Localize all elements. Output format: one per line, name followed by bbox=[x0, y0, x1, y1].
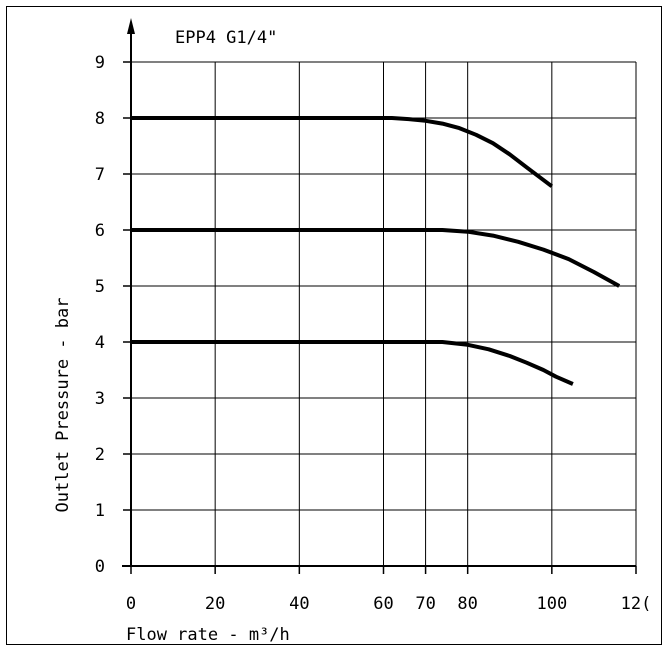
axes bbox=[122, 18, 636, 567]
y-tick-label: 8 bbox=[95, 109, 105, 129]
series-line-1 bbox=[131, 116, 554, 188]
chart-title: EPP4 G1/4" bbox=[175, 28, 277, 48]
y-tick-label: 5 bbox=[95, 277, 105, 297]
y-tick-label: 1 bbox=[95, 501, 105, 521]
x-ticks: 0 20 40 60 70 80 100 12( bbox=[126, 566, 651, 614]
y-tick-label: 9 bbox=[95, 53, 105, 73]
series-group bbox=[131, 116, 621, 386]
x-tick-label: 40 bbox=[289, 594, 309, 614]
y-tick-label: 6 bbox=[95, 221, 105, 241]
x-tick-label: 12( bbox=[621, 594, 652, 614]
x-tick-label: 20 bbox=[205, 594, 225, 614]
y-tick-label: 7 bbox=[95, 165, 105, 185]
y-ticks: 0 1 2 3 4 5 6 7 8 9 bbox=[95, 53, 131, 577]
x-axis-label: Flow rate - m³/h bbox=[126, 625, 290, 645]
chart-frame bbox=[6, 6, 662, 645]
y-axis-label: Outlet Pressure - bar bbox=[53, 298, 73, 513]
y-tick-label: 3 bbox=[95, 389, 105, 409]
x-tick-label: 100 bbox=[536, 594, 567, 614]
x-tick-label: 60 bbox=[373, 594, 393, 614]
x-tick-label: 80 bbox=[457, 594, 477, 614]
y-tick-label: 2 bbox=[95, 445, 105, 465]
series-line-2 bbox=[131, 228, 621, 288]
y-tick-label: 4 bbox=[95, 333, 105, 353]
x-tick-label: 70 bbox=[415, 594, 435, 614]
x-tick-label: 0 bbox=[126, 594, 136, 614]
y-tick-label: 0 bbox=[95, 557, 105, 577]
y-axis-arrow bbox=[127, 18, 135, 34]
series-line-3 bbox=[131, 340, 574, 386]
grid bbox=[131, 61, 637, 566]
